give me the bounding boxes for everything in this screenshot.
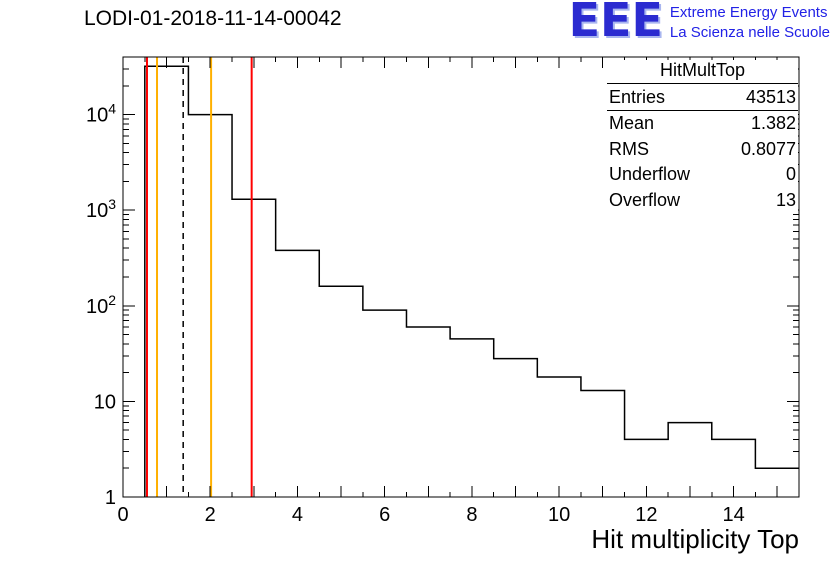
stats-row: Underflow 0 [607, 162, 798, 187]
cut-lines [145, 57, 253, 497]
histogram-line [144, 65, 799, 497]
stats-row: Overflow 13 [607, 188, 798, 213]
stats-row-label: RMS [609, 138, 649, 159]
stats-row-label: Overflow [609, 189, 681, 210]
svg-text:0: 0 [117, 504, 128, 526]
stats-row-value: 13 [775, 189, 796, 210]
stats-row-value: 0.8077 [740, 138, 796, 159]
svg-text:14: 14 [722, 504, 744, 526]
stats-row: RMS 0.8077 [607, 137, 798, 162]
svg-text:10: 10 [548, 504, 570, 526]
stats-row-label: Entries [609, 87, 666, 107]
eee-logo-tagline: Extreme Energy Events La Scienza nelle S… [670, 3, 830, 42]
axis-tick-labels: 0 2 4 6 8 10 12 14 1 10 102 103 104 [86, 101, 745, 526]
eee-logo: EEE Extreme Energy Events La Scienza nel… [568, 0, 830, 47]
stats-title: HitMultTop [607, 60, 798, 84]
stats-rows: Entries 43513 Mean 1.382 RMS 0.8077 Underflow 0… [607, 85, 798, 213]
svg-text:102: 102 [86, 292, 116, 318]
svg-text:104: 104 [86, 101, 116, 127]
svg-text:6: 6 [379, 504, 390, 526]
eee-logo-text: EEE [568, 0, 663, 47]
svg-text:103: 103 [86, 196, 116, 222]
x-axis-title: Hit multiplicity Top [591, 524, 799, 554]
eee-logo-tagline-line1: Extreme Energy Events [669, 4, 828, 21]
svg-text:1: 1 [105, 487, 116, 509]
svg-text:10: 10 [94, 391, 116, 413]
svg-text:4: 4 [292, 504, 303, 526]
svg-text:8: 8 [466, 504, 477, 526]
stats-row-label: Underflow [609, 164, 691, 185]
stats-row-value: 1.382 [750, 113, 796, 134]
stats-row: Entries 43513 [607, 85, 798, 112]
svg-text:12: 12 [635, 504, 657, 526]
eee-logo-tagline-line2: La Scienza nelle Scuole [669, 23, 830, 41]
plot-title: LODI-01-2018-11-14-00042 [84, 7, 342, 30]
stats-row-value: 43513 [745, 87, 796, 107]
stats-row: Mean 1.382 [607, 111, 798, 136]
stats-row-value: 0 [785, 164, 796, 185]
stats-row-label: Mean [609, 113, 655, 134]
svg-text:2: 2 [205, 504, 216, 526]
stats-box: HitMultTop Entries 43513 Mean 1.382 RMS 0.807… [607, 60, 798, 213]
